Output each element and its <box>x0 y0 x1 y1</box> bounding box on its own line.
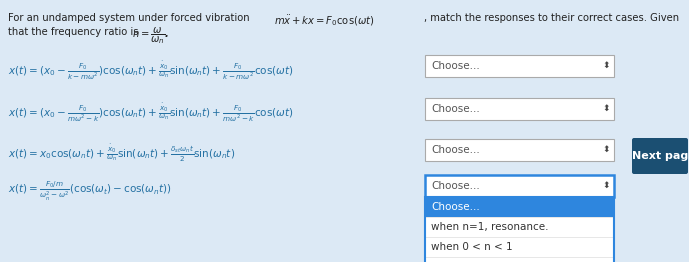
Text: $x(t) = (x_0 - \frac{F_0}{m\omega^2-k})\cos(\omega_n t) + \frac{\dot{x}_0}{\omeg: $x(t) = (x_0 - \frac{F_0}{m\omega^2-k})\… <box>8 101 294 124</box>
Text: Choose...: Choose... <box>431 145 480 155</box>
Text: when 0 < n < 1: when 0 < n < 1 <box>431 242 513 252</box>
Text: $n = \dfrac{\omega}{\omega_n}$.: $n = \dfrac{\omega}{\omega_n}$. <box>132 25 169 46</box>
Text: when n=1, resonance.: when n=1, resonance. <box>431 222 548 232</box>
FancyBboxPatch shape <box>425 175 614 197</box>
Text: $m\ddot{x} + kx = F_0\cos(\omega t)$: $m\ddot{x} + kx = F_0\cos(\omega t)$ <box>274 13 375 28</box>
Text: $x(t) = \frac{F_0/m}{\omega_n^2-\omega^2}(\cos(\omega_t) - \cos(\omega_n t))$: $x(t) = \frac{F_0/m}{\omega_n^2-\omega^2… <box>8 179 172 203</box>
FancyBboxPatch shape <box>425 237 614 257</box>
FancyBboxPatch shape <box>632 138 688 174</box>
Text: $x(t) = (x_0 - \frac{F_0}{k-m\omega^2})\cos(\omega_n t) + \frac{\dot{x}_0}{\omeg: $x(t) = (x_0 - \frac{F_0}{k-m\omega^2})\… <box>8 59 294 83</box>
Text: Next pag: Next pag <box>632 151 688 161</box>
Text: ⬍: ⬍ <box>602 62 610 70</box>
Text: Choose...: Choose... <box>431 202 480 212</box>
Text: that the frequency ratio is: that the frequency ratio is <box>8 27 142 37</box>
FancyBboxPatch shape <box>425 217 614 237</box>
Text: ⬍: ⬍ <box>602 105 610 113</box>
Text: , match the responses to their correct cases. Given: , match the responses to their correct c… <box>424 13 679 23</box>
Text: ⬍: ⬍ <box>602 145 610 155</box>
FancyBboxPatch shape <box>425 139 614 161</box>
Text: $x(t) = x_0\cos(\omega_n t) + \frac{\dot{x}_0}{\omega_n}\sin(\omega_n t) + \frac: $x(t) = x_0\cos(\omega_n t) + \frac{\dot… <box>8 142 235 164</box>
FancyBboxPatch shape <box>425 257 614 262</box>
Text: Choose...: Choose... <box>431 181 480 191</box>
Text: For an undamped system under forced vibration: For an undamped system under forced vibr… <box>8 13 253 23</box>
FancyBboxPatch shape <box>425 197 614 217</box>
FancyBboxPatch shape <box>425 98 614 120</box>
Text: Choose...: Choose... <box>431 104 480 114</box>
FancyBboxPatch shape <box>425 55 614 77</box>
Text: Choose...: Choose... <box>431 61 480 71</box>
Text: ⬍: ⬍ <box>602 182 610 190</box>
